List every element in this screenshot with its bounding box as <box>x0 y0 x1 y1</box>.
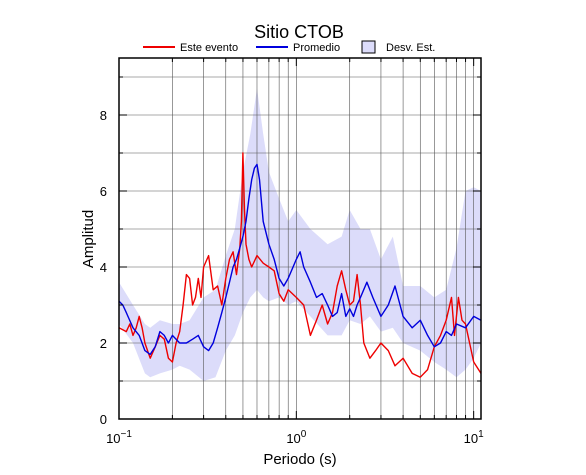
y-tick-label: 4 <box>100 260 107 275</box>
legend: Este evento Promedio Desv. Est. <box>143 40 435 54</box>
y-tick-label: 8 <box>100 108 107 123</box>
y-axis-label: Amplitud <box>80 210 97 268</box>
series-line-promedio <box>118 163 482 356</box>
x-tick-label: 10−1 <box>106 429 132 446</box>
std-dev-band-area <box>119 88 481 382</box>
x-tick-label: 100 <box>286 429 306 446</box>
series-lines <box>118 152 482 378</box>
plot-frame <box>118 57 482 420</box>
legend-swatch <box>361 40 376 54</box>
legend-label: Promedio <box>293 42 340 54</box>
legend-label: Desv. Est. <box>386 42 435 54</box>
y-tick-label: 6 <box>100 184 107 199</box>
plot-area: 10−1 100 101 0 2 4 6 8 <box>100 57 484 446</box>
std-dev-band <box>119 88 481 382</box>
x-tick-label: 101 <box>464 429 484 446</box>
legend-label: Este evento <box>180 42 238 54</box>
series-line-este-evento <box>118 152 482 378</box>
y-tick-label: 0 <box>100 412 107 427</box>
grid <box>118 58 481 419</box>
x-axis-label: Periodo (s) <box>263 451 336 468</box>
chart-title: Sitio CTOB <box>254 22 344 42</box>
y-tick-label: 2 <box>100 336 107 351</box>
